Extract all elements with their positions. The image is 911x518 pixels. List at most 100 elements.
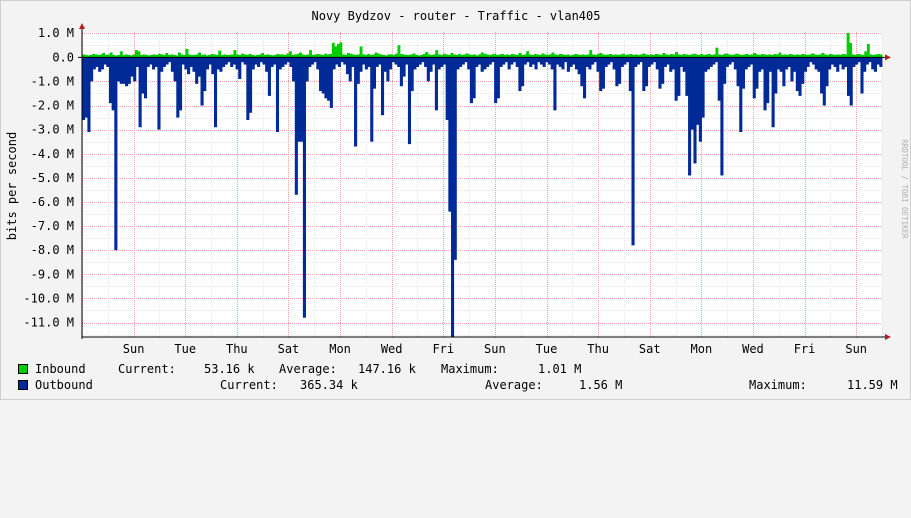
outbound-bar: [375, 57, 379, 67]
outbound-bar: [655, 57, 659, 70]
inbound-bar: [523, 54, 527, 58]
inbound-bar: [402, 54, 406, 58]
outbound-bar: [636, 57, 640, 65]
inbound-bar: [114, 55, 118, 58]
outbound-bar: [593, 57, 597, 63]
x-tick-label: Thu: [587, 342, 609, 356]
outbound-bar: [779, 57, 783, 72]
inbound-bar: [500, 53, 504, 58]
inbound-bar: [256, 54, 260, 58]
y-tick-label: -2.0 M: [31, 99, 74, 113]
inbound-bar: [589, 50, 593, 58]
outbound-bar: [421, 57, 425, 63]
outbound-maximum-value: 11.59 M: [847, 378, 898, 392]
inbound-bar: [389, 54, 393, 58]
inbound-bar: [463, 54, 466, 58]
inbound-bar: [170, 54, 174, 58]
outbound-bar: [539, 57, 543, 65]
inbound-bar: [836, 54, 840, 58]
inbound-bar: [369, 54, 373, 58]
outbound-bar: [135, 57, 139, 67]
inbound-bar: [692, 53, 696, 58]
outbound-bar: [319, 57, 323, 92]
outbound-bar: [688, 57, 692, 176]
inbound-bar: [475, 55, 479, 58]
inbound-current-value: 53.16 k: [204, 362, 255, 376]
inbound-bar: [536, 54, 540, 58]
inbound-bar: [437, 54, 441, 58]
inbound-bar: [367, 53, 371, 58]
outbound-bar: [162, 57, 166, 67]
outbound-bar: [857, 57, 861, 63]
inbound-bar: [717, 54, 721, 58]
outbound-bar: [418, 57, 422, 65]
x-tick-label: Sun: [845, 342, 867, 356]
outbound-bar: [240, 57, 245, 63]
inbound-bar: [541, 53, 545, 58]
y-tick-label: 1.0 M: [38, 26, 74, 40]
inbound-bar: [162, 54, 166, 58]
inbound-bar: [558, 53, 562, 58]
outbound-bar: [790, 57, 794, 82]
outbound-bar: [249, 57, 253, 113]
x-tick-label: Sun: [123, 342, 145, 356]
inbound-bar: [576, 54, 580, 58]
rrdtool-watermark: RRDTOOL / TOBI OETIKER: [900, 139, 909, 239]
outbound-bar: [84, 57, 88, 118]
outbound-bar: [642, 57, 646, 92]
inbound-bar: [823, 54, 827, 58]
outbound-bar: [141, 57, 145, 94]
inbound-bar: [135, 50, 138, 58]
inbound-bar: [606, 54, 610, 58]
inbound-bar: [293, 54, 297, 58]
inbound-bar: [697, 54, 701, 58]
inbound-bar: [553, 54, 557, 58]
inbound-bar: [266, 54, 270, 58]
outbound-bar: [480, 57, 484, 72]
inbound-bar: [225, 54, 229, 58]
inbound-bar: [175, 55, 179, 58]
inbound-bar: [246, 54, 249, 58]
inbound-bar: [776, 54, 779, 58]
inbound-bar: [611, 54, 615, 58]
inbound-bar: [160, 54, 164, 58]
inbound-bar: [243, 54, 247, 58]
inbound-bar: [677, 54, 681, 58]
outbound-bar: [706, 57, 711, 70]
inbound-bar: [415, 54, 419, 58]
outbound-bar: [442, 57, 447, 65]
inbound-bar: [564, 54, 567, 58]
outbound-bar: [760, 57, 764, 70]
outbound-bar: [313, 57, 317, 63]
inbound-bar: [629, 53, 633, 58]
outbound-bar: [494, 57, 498, 104]
outbound-bar: [693, 57, 697, 164]
outbound-bar: [345, 57, 350, 75]
inbound-bar: [702, 54, 706, 58]
outbound-bar: [469, 57, 473, 104]
outbound-bar: [836, 57, 840, 72]
inbound-bar: [127, 54, 131, 58]
y-tick-label: -11.0 M: [23, 316, 74, 330]
outbound-bar: [715, 57, 719, 63]
outbound-bar: [165, 57, 169, 65]
inbound-bar: [551, 52, 555, 58]
outbound-bar: [604, 57, 608, 67]
outbound-bar: [391, 57, 395, 63]
inbound-bar: [622, 53, 625, 58]
inbound-bar: [738, 54, 742, 58]
inbound-bar: [326, 54, 330, 58]
inbound-bar: [745, 53, 749, 58]
outbound-bar: [588, 57, 592, 70]
inbound-bar: [601, 54, 605, 58]
inbound-bar: [808, 54, 812, 58]
outbound-bar: [607, 57, 611, 65]
inbound-bar: [94, 54, 98, 58]
outbound-bar: [332, 57, 336, 70]
inbound-bar: [604, 54, 608, 58]
inbound-bar: [190, 54, 194, 58]
outbound-bar: [776, 57, 781, 70]
inbound-bar: [273, 54, 277, 58]
inbound-bar: [152, 54, 156, 58]
outbound-bar: [461, 57, 465, 65]
